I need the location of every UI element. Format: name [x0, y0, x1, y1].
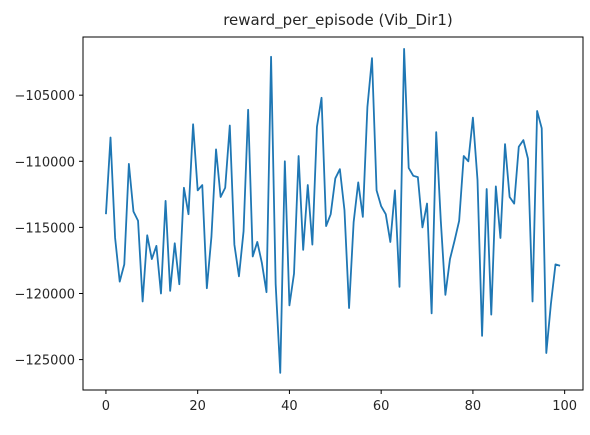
plot-frame	[82, 36, 584, 391]
x-tick-label: 80	[465, 399, 482, 414]
x-tick-label: 20	[189, 399, 206, 414]
series-group	[105, 48, 561, 374]
y-tick-label: −120000	[14, 287, 75, 302]
x-tick-label: 40	[281, 399, 298, 414]
y-tick-label: −110000	[14, 155, 75, 170]
y-tick-label: −125000	[14, 354, 75, 369]
x-axis: 0 20 40 60 80 100	[102, 390, 577, 414]
y-tick-label: −105000	[14, 89, 75, 104]
chart-title: reward_per_episode (Vib_Dir1)	[223, 11, 453, 30]
series-line	[105, 48, 561, 374]
x-tick-label: 100	[552, 399, 577, 414]
y-axis: −125000 −120000 −115000 −110000 −105000	[14, 89, 83, 369]
y-tick-label: −115000	[14, 221, 75, 236]
x-tick-label: 60	[373, 399, 390, 414]
x-tick-label: 0	[102, 399, 110, 414]
